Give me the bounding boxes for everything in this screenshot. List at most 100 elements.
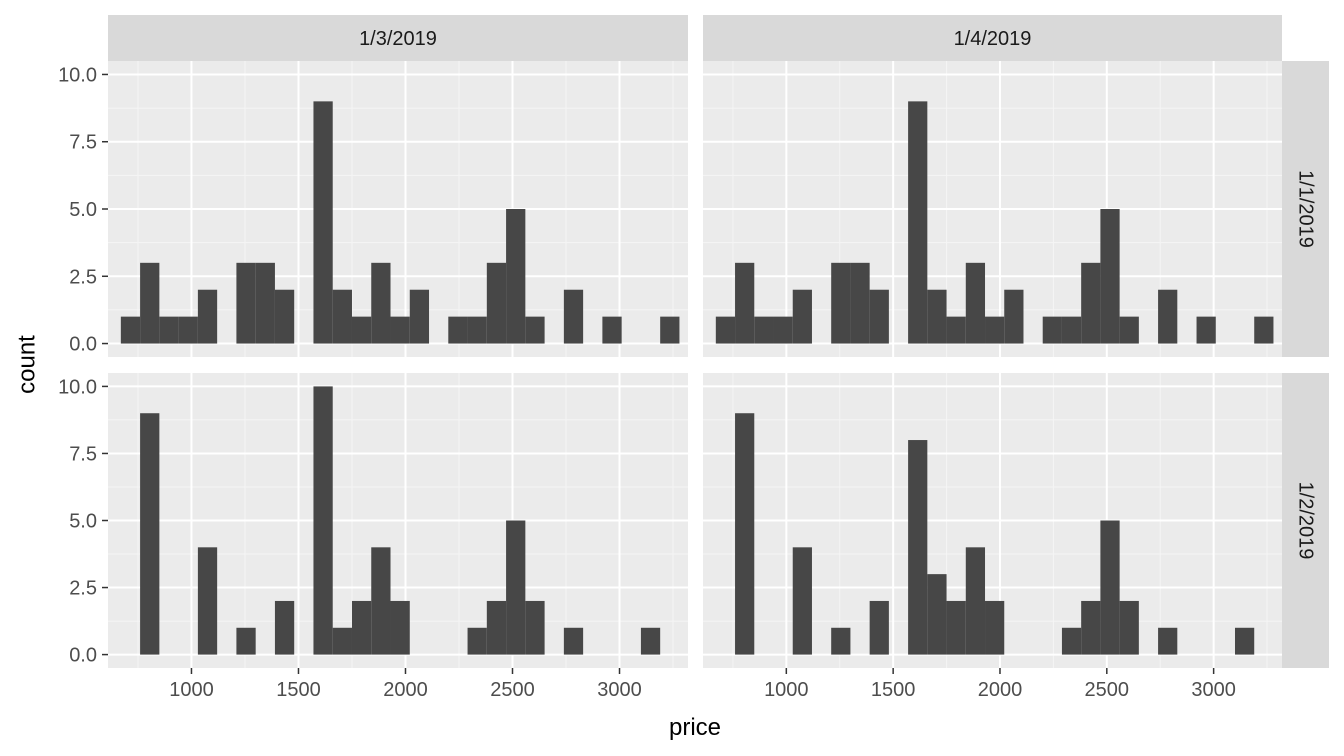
histogram-bar bbox=[640, 627, 661, 655]
histogram-bar bbox=[274, 289, 295, 344]
facet-strip-row bbox=[1282, 61, 1329, 357]
histogram-bar bbox=[467, 627, 487, 655]
histogram-bar bbox=[1081, 600, 1101, 655]
y-tick-label: 5.0 bbox=[69, 511, 97, 533]
histogram-bar bbox=[831, 262, 851, 344]
facet-strip-label: 1/3/2019 bbox=[359, 28, 437, 50]
histogram-bar bbox=[1061, 316, 1082, 344]
y-tick-label: 7.5 bbox=[69, 443, 97, 465]
histogram-bar bbox=[1004, 289, 1024, 344]
histogram-bar bbox=[332, 289, 352, 344]
histogram-bar bbox=[255, 262, 275, 344]
x-tick-label: 2000 bbox=[383, 679, 428, 701]
y-tick-label: 0.0 bbox=[69, 645, 97, 667]
histogram-bar bbox=[313, 386, 333, 655]
histogram-bar bbox=[448, 316, 468, 344]
histogram-bar bbox=[506, 520, 526, 655]
histogram-bar bbox=[754, 316, 774, 344]
histogram-bar bbox=[525, 316, 545, 344]
histogram-bar bbox=[946, 316, 966, 344]
x-tick-label: 1500 bbox=[276, 679, 321, 701]
histogram-bar bbox=[735, 262, 755, 344]
histogram-bar bbox=[159, 316, 179, 344]
histogram-bar bbox=[351, 600, 372, 655]
histogram-bar bbox=[927, 289, 947, 344]
histogram-bar bbox=[140, 262, 160, 344]
histogram-bar bbox=[120, 316, 141, 344]
histogram-bar bbox=[486, 600, 507, 655]
histogram-bar bbox=[563, 289, 584, 344]
histogram-bar bbox=[1196, 316, 1216, 344]
histogram-bar bbox=[197, 547, 218, 655]
histogram-bar bbox=[735, 413, 755, 655]
facet-strip-row bbox=[1282, 373, 1329, 668]
histogram-bar bbox=[486, 262, 507, 344]
histogram-bar bbox=[908, 101, 928, 344]
histogram-bar bbox=[927, 574, 947, 655]
facet-strip-label: 1/4/2019 bbox=[954, 28, 1032, 50]
y-tick-label: 7.5 bbox=[69, 132, 97, 154]
facet-strip-column bbox=[108, 15, 688, 61]
histogram-bar bbox=[1254, 316, 1274, 344]
y-tick-label: 10.0 bbox=[58, 64, 97, 86]
histogram-bar bbox=[965, 547, 986, 655]
histogram-bar bbox=[946, 600, 966, 655]
histogram-bar bbox=[985, 600, 1005, 655]
histogram-bar bbox=[1081, 262, 1101, 344]
histogram-bar bbox=[773, 316, 793, 344]
x-tick-label: 2000 bbox=[978, 679, 1023, 701]
y-tick-label: 5.0 bbox=[69, 199, 97, 221]
histogram-bar bbox=[869, 600, 889, 655]
histogram-bar bbox=[869, 289, 889, 344]
histogram-bar bbox=[390, 600, 410, 655]
histogram-bar bbox=[140, 413, 160, 655]
histogram-bar bbox=[1158, 627, 1178, 655]
histogram-bar bbox=[1119, 316, 1139, 344]
histogram-bar bbox=[985, 316, 1005, 344]
histogram-bar bbox=[715, 316, 736, 344]
x-tick-label: 3000 bbox=[597, 679, 642, 701]
x-tick-label: 1500 bbox=[871, 679, 916, 701]
histogram-bar bbox=[1100, 209, 1120, 344]
x-axis-title: price bbox=[669, 714, 721, 741]
x-tick-label: 2500 bbox=[490, 679, 535, 701]
histogram-bar bbox=[506, 209, 526, 344]
histogram-bar bbox=[1042, 316, 1062, 344]
histogram-bar bbox=[908, 440, 928, 655]
y-tick-label: 10.0 bbox=[58, 376, 97, 398]
x-tick-label: 1000 bbox=[169, 679, 214, 701]
histogram-bar bbox=[831, 627, 851, 655]
histogram-bar bbox=[792, 289, 812, 344]
histogram-bar bbox=[236, 262, 256, 344]
histogram-bar bbox=[351, 316, 372, 344]
histogram-bar bbox=[1158, 289, 1178, 344]
x-tick-label: 3000 bbox=[1191, 679, 1236, 701]
histogram-bar bbox=[602, 316, 622, 344]
y-tick-label: 2.5 bbox=[69, 578, 97, 600]
facet-strip-label: 1/2/2019 bbox=[1295, 482, 1317, 560]
histogram-bar bbox=[1061, 627, 1082, 655]
y-axis-title: count bbox=[14, 335, 41, 394]
histogram-bar bbox=[236, 627, 256, 655]
histogram-bar bbox=[178, 316, 198, 344]
histogram-bar bbox=[792, 547, 812, 655]
histogram-bar bbox=[371, 547, 391, 655]
histogram-bar bbox=[313, 101, 333, 344]
histogram-bar bbox=[850, 262, 870, 344]
histogram-bar bbox=[467, 316, 487, 344]
histogram-bar bbox=[332, 627, 352, 655]
histogram-bar bbox=[1234, 627, 1255, 655]
histogram-bar bbox=[274, 600, 295, 655]
facet-strip-label: 1/1/2019 bbox=[1295, 170, 1317, 248]
histogram-bar bbox=[1100, 520, 1120, 655]
y-tick-label: 2.5 bbox=[69, 266, 97, 288]
histogram-bar bbox=[371, 262, 391, 344]
histogram-bar bbox=[197, 289, 218, 344]
histogram-bar bbox=[1119, 600, 1139, 655]
y-tick-label: 0.0 bbox=[69, 334, 97, 356]
histogram-bar bbox=[390, 316, 410, 344]
x-tick-label: 2500 bbox=[1085, 679, 1130, 701]
histogram-bar bbox=[965, 262, 986, 344]
